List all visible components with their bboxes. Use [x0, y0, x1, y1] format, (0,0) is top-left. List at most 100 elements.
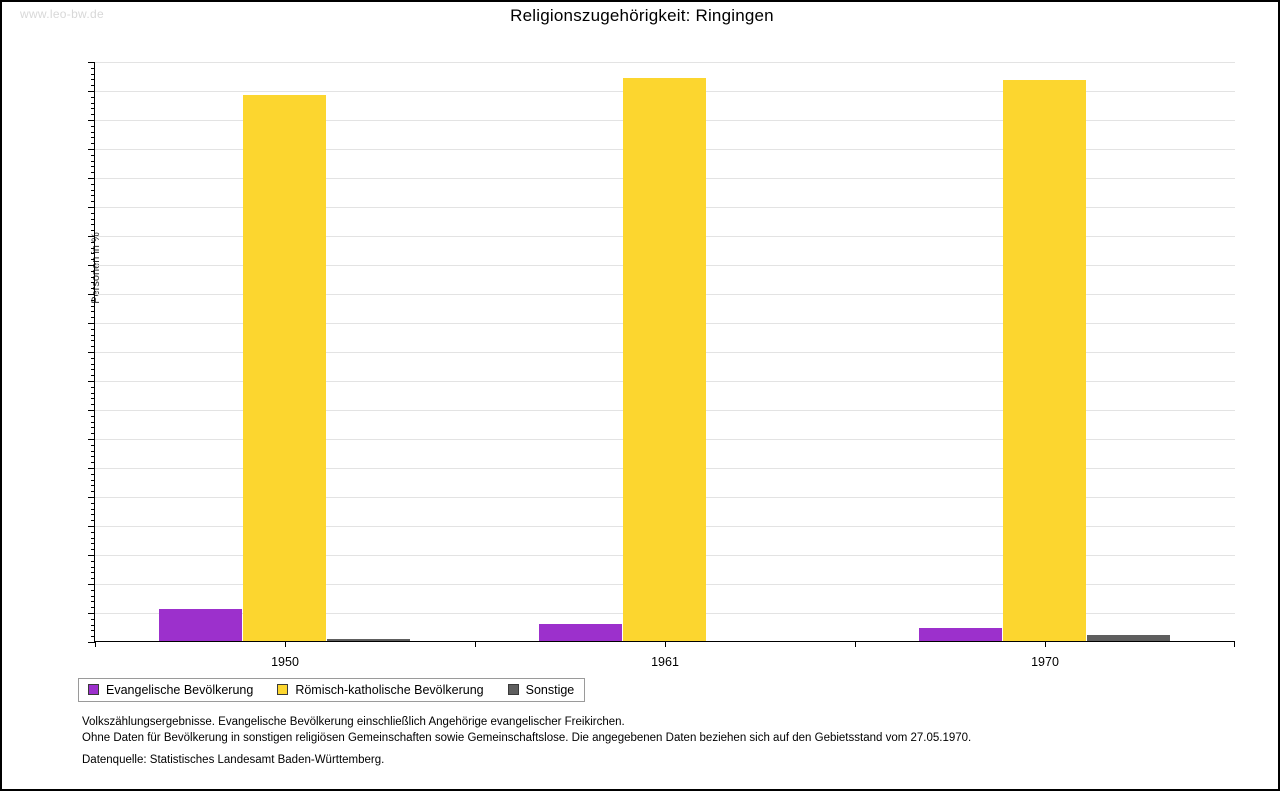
- page-title: Religionszugehörigkeit: Ringingen: [510, 6, 774, 25]
- y-tick-minor: [91, 369, 95, 371]
- y-tick-minor: [91, 479, 95, 481]
- y-tick-minor: [91, 241, 95, 243]
- y-tick-minor: [91, 212, 95, 214]
- y-tick-minor: [91, 375, 95, 377]
- y-tick: [88, 236, 95, 237]
- watermark-text: www.leo-bw.de: [20, 7, 104, 21]
- x-tick: [665, 641, 666, 647]
- y-tick-minor: [91, 340, 95, 342]
- y-tick: [88, 642, 95, 643]
- y-tick-minor: [91, 108, 95, 110]
- gridline: [95, 62, 1235, 63]
- y-tick: [88, 468, 95, 469]
- x-tick-label: 1961: [651, 655, 679, 669]
- y-tick-minor: [91, 450, 95, 452]
- y-tick-minor: [91, 311, 95, 313]
- x-tick: [1045, 641, 1046, 647]
- y-tick-minor: [91, 328, 95, 330]
- bar-1961-series-2: [623, 78, 706, 641]
- y-tick: [88, 526, 95, 527]
- y-tick-minor: [91, 259, 95, 261]
- y-tick-minor: [91, 166, 95, 168]
- bar-1950-series-3: [327, 639, 410, 641]
- y-tick-minor: [91, 282, 95, 284]
- y-tick-minor: [91, 427, 95, 429]
- y-tick-minor: [91, 607, 95, 609]
- y-tick-minor: [91, 433, 95, 435]
- y-tick-minor: [91, 67, 95, 69]
- y-tick-minor: [91, 636, 95, 638]
- y-tick-minor: [91, 357, 95, 359]
- y-tick-minor: [91, 189, 95, 191]
- footnote-block: Volkszählungsergebnisse. Evangelische Be…: [82, 714, 971, 746]
- y-tick-minor: [91, 73, 95, 75]
- y-tick-minor: [91, 305, 95, 307]
- y-tick-minor: [91, 114, 95, 116]
- y-tick-minor: [91, 276, 95, 278]
- legend-item-3[interactable]: Sonstige: [507, 683, 574, 697]
- y-tick-minor: [91, 230, 95, 232]
- y-tick: [88, 410, 95, 411]
- y-tick-minor: [91, 549, 95, 551]
- bar-1970-series-2: [1003, 80, 1086, 641]
- y-tick-minor: [91, 218, 95, 220]
- y-tick-minor: [91, 508, 95, 510]
- y-tick-minor: [91, 624, 95, 626]
- y-tick-minor: [91, 404, 95, 406]
- y-tick-minor: [91, 299, 95, 301]
- y-tick: [88, 584, 95, 585]
- y-tick-minor: [91, 224, 95, 226]
- y-tick-minor: [91, 288, 95, 290]
- legend-swatch-icon: [277, 684, 289, 695]
- y-tick: [88, 352, 95, 353]
- y-tick-minor: [91, 160, 95, 162]
- y-tick-minor: [91, 630, 95, 632]
- y-tick-minor: [91, 514, 95, 516]
- y-tick-minor: [91, 270, 95, 272]
- y-tick-minor: [91, 125, 95, 127]
- y-tick-minor: [91, 79, 95, 81]
- y-tick-minor: [91, 462, 95, 464]
- y-tick-minor: [91, 317, 95, 319]
- y-tick-minor: [91, 595, 95, 597]
- y-tick-minor: [91, 618, 95, 620]
- y-tick: [88, 294, 95, 295]
- y-tick-minor: [91, 137, 95, 139]
- y-tick-minor: [91, 421, 95, 423]
- y-tick-minor: [91, 247, 95, 249]
- legend-item-1[interactable]: Evangelische Bevölkerung: [88, 683, 253, 697]
- y-tick-minor: [91, 578, 95, 580]
- y-tick-minor: [91, 172, 95, 174]
- x-tick: [285, 641, 286, 647]
- y-tick-minor: [91, 334, 95, 336]
- y-tick-minor: [91, 589, 95, 591]
- y-tick-minor: [91, 491, 95, 493]
- legend-swatch-icon: [88, 684, 99, 695]
- y-tick: [88, 120, 95, 121]
- plot-area: 1950 1961 1970: [88, 62, 1235, 669]
- bar-1970-series-1: [919, 627, 1002, 641]
- y-tick-minor: [91, 195, 95, 197]
- y-tick-minor: [91, 456, 95, 458]
- data-source-note: Datenquelle: Statistisches Landesamt Bad…: [82, 754, 385, 766]
- bar-1950-series-1: [159, 608, 242, 641]
- footnote-line-2: Ohne Daten für Bevölkerung in sonstigen …: [82, 732, 972, 744]
- x-tick-boundary: [855, 641, 856, 647]
- y-tick-minor: [91, 531, 95, 533]
- y-tick-minor: [91, 543, 95, 545]
- y-tick-minor: [91, 444, 95, 446]
- y-tick-minor: [91, 520, 95, 522]
- y-tick-minor: [91, 537, 95, 539]
- bar-1970-series-3: [1087, 635, 1170, 641]
- y-tick-minor: [91, 183, 95, 185]
- legend-item-2[interactable]: Römisch-katholische Bevölkerung: [277, 683, 484, 697]
- y-tick-minor: [91, 154, 95, 156]
- y-tick-minor: [91, 572, 95, 574]
- y-tick-minor: [91, 253, 95, 255]
- chart-legend: Evangelische Bevölkerung Römisch-katholis…: [78, 678, 586, 702]
- y-tick: [88, 91, 95, 92]
- y-tick: [88, 381, 95, 382]
- x-tick-boundary: [1234, 641, 1235, 647]
- legend-swatch-icon: [507, 684, 519, 695]
